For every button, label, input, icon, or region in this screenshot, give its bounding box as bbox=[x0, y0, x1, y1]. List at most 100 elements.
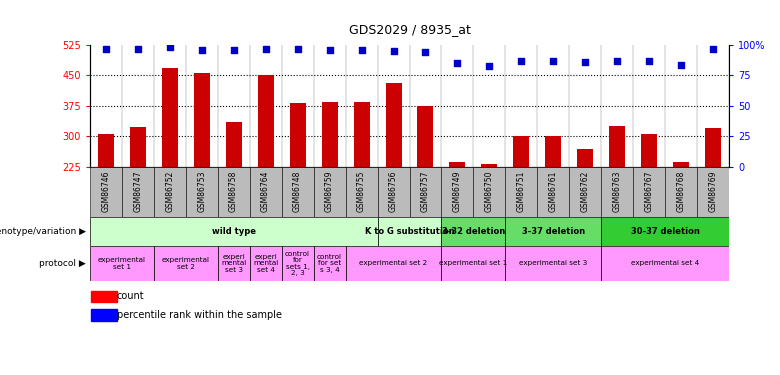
Text: experimental set 4: experimental set 4 bbox=[631, 260, 700, 266]
Bar bbox=[410, 167, 441, 218]
Text: genotype/variation ▶: genotype/variation ▶ bbox=[0, 227, 86, 236]
Bar bbox=[385, 83, 402, 167]
Text: experimental
set 2: experimental set 2 bbox=[161, 257, 210, 270]
Point bbox=[580, 59, 592, 65]
Bar bbox=[257, 75, 274, 167]
Text: 3-37 deletion: 3-37 deletion bbox=[522, 227, 585, 236]
Bar bbox=[282, 246, 314, 281]
Bar bbox=[90, 167, 122, 218]
Bar bbox=[601, 217, 729, 246]
Point bbox=[707, 46, 720, 52]
Bar bbox=[537, 167, 569, 218]
Point bbox=[451, 60, 463, 66]
Bar bbox=[122, 167, 154, 218]
Text: GSM86757: GSM86757 bbox=[421, 171, 430, 212]
Text: experimental set 1: experimental set 1 bbox=[439, 260, 508, 266]
Text: experimental set 3: experimental set 3 bbox=[519, 260, 587, 266]
Text: experi
mental
set 4: experi mental set 4 bbox=[253, 254, 278, 273]
Text: GSM86755: GSM86755 bbox=[357, 171, 366, 212]
Bar bbox=[609, 126, 626, 167]
Text: GSM86756: GSM86756 bbox=[389, 171, 398, 212]
Bar bbox=[225, 122, 242, 167]
Text: GSM86748: GSM86748 bbox=[293, 171, 302, 212]
Bar bbox=[697, 167, 729, 218]
Text: GSM86768: GSM86768 bbox=[677, 171, 686, 212]
Text: GSM86769: GSM86769 bbox=[709, 171, 718, 212]
Text: GSM86764: GSM86764 bbox=[261, 171, 270, 212]
Point bbox=[484, 63, 496, 69]
Bar bbox=[91, 309, 116, 321]
Text: control
for set
s 3, 4: control for set s 3, 4 bbox=[317, 254, 342, 273]
Text: GSM86751: GSM86751 bbox=[517, 171, 526, 212]
Bar bbox=[505, 217, 601, 246]
Bar bbox=[218, 167, 250, 218]
Text: GSM86763: GSM86763 bbox=[613, 171, 622, 212]
Bar bbox=[186, 167, 218, 218]
Bar bbox=[154, 167, 186, 218]
Point bbox=[548, 58, 560, 64]
Text: experimental set 2: experimental set 2 bbox=[360, 260, 427, 266]
Bar bbox=[705, 128, 722, 167]
Bar bbox=[505, 167, 537, 218]
Text: GSM86753: GSM86753 bbox=[197, 171, 206, 212]
Point bbox=[323, 47, 335, 53]
Bar bbox=[346, 167, 378, 218]
Text: GSM86747: GSM86747 bbox=[133, 171, 142, 212]
Bar bbox=[378, 217, 441, 246]
Text: 30-37 deletion: 30-37 deletion bbox=[631, 227, 700, 236]
Bar bbox=[314, 167, 346, 218]
Text: experimental
set 1: experimental set 1 bbox=[98, 257, 146, 270]
Text: GSM86746: GSM86746 bbox=[101, 171, 110, 212]
Point bbox=[675, 62, 688, 68]
Point bbox=[100, 46, 112, 52]
Point bbox=[164, 45, 176, 51]
Text: GSM86767: GSM86767 bbox=[645, 171, 654, 212]
Text: wild type: wild type bbox=[211, 227, 256, 236]
Bar bbox=[441, 217, 505, 246]
Bar bbox=[513, 136, 530, 167]
Bar bbox=[218, 246, 250, 281]
Text: GSM86761: GSM86761 bbox=[549, 171, 558, 212]
Bar bbox=[90, 246, 154, 281]
Point bbox=[644, 58, 656, 64]
Point bbox=[356, 47, 368, 53]
Bar bbox=[282, 167, 314, 218]
Text: protocol ▶: protocol ▶ bbox=[39, 259, 86, 268]
Text: GDS2029 / 8935_at: GDS2029 / 8935_at bbox=[349, 22, 470, 36]
Text: K to G substitution: K to G substitution bbox=[365, 227, 454, 236]
Bar bbox=[601, 167, 633, 218]
Bar bbox=[633, 167, 665, 218]
Point bbox=[516, 58, 528, 64]
Bar bbox=[250, 246, 282, 281]
Point bbox=[131, 46, 144, 52]
Bar bbox=[505, 246, 601, 281]
Bar bbox=[90, 217, 378, 246]
Text: experi
mental
set 3: experi mental set 3 bbox=[221, 254, 246, 273]
Bar bbox=[441, 246, 505, 281]
Bar bbox=[481, 164, 498, 167]
Bar bbox=[641, 134, 658, 167]
Text: GSM86749: GSM86749 bbox=[453, 171, 462, 212]
Text: 3-32 deletion: 3-32 deletion bbox=[441, 227, 505, 236]
Bar bbox=[321, 102, 338, 167]
Point bbox=[612, 58, 624, 64]
Text: GSM86752: GSM86752 bbox=[165, 171, 174, 212]
Bar bbox=[353, 102, 370, 167]
Bar bbox=[545, 136, 562, 167]
Bar bbox=[98, 134, 114, 167]
Point bbox=[388, 48, 400, 54]
Bar bbox=[314, 246, 346, 281]
Text: GSM86762: GSM86762 bbox=[581, 171, 590, 212]
Bar bbox=[250, 167, 282, 218]
Bar bbox=[569, 167, 601, 218]
Bar bbox=[577, 149, 594, 167]
Text: GSM86759: GSM86759 bbox=[325, 171, 334, 212]
Bar bbox=[161, 68, 178, 167]
Text: percentile rank within the sample: percentile rank within the sample bbox=[116, 310, 282, 320]
Text: GSM86758: GSM86758 bbox=[229, 171, 238, 212]
Bar bbox=[129, 127, 146, 167]
Bar bbox=[601, 246, 729, 281]
Point bbox=[228, 47, 240, 53]
Bar bbox=[673, 162, 690, 167]
Bar bbox=[378, 167, 410, 218]
